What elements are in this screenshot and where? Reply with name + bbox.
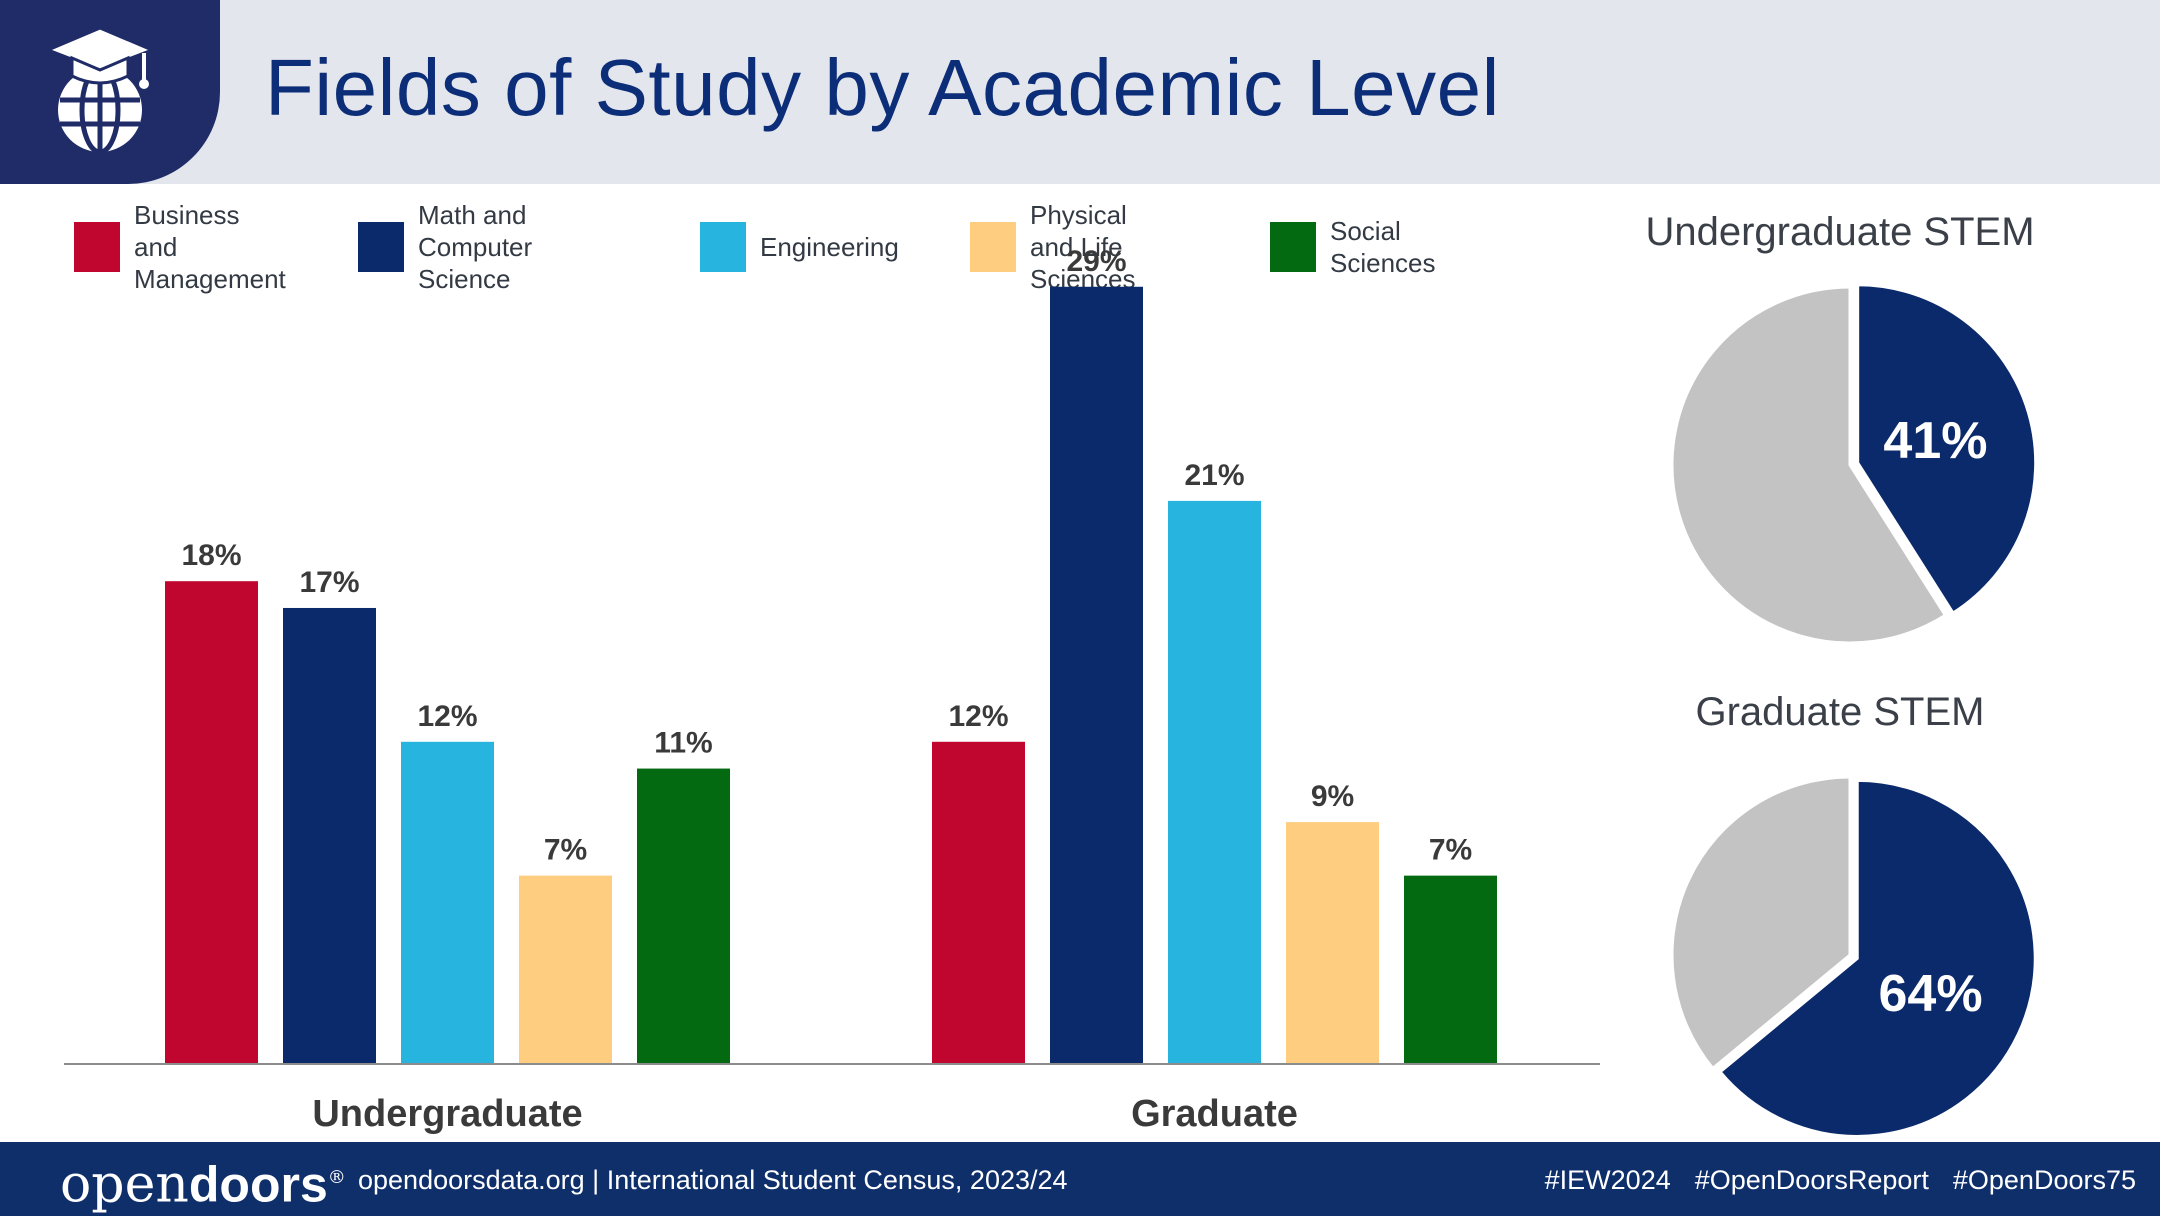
bar-graduate-business	[932, 741, 1025, 1063]
pie-title-undergraduate: Undergraduate STEM	[1645, 210, 2035, 254]
bar-chart: 18% 17% 12% 7% 11% Undergraduate 12% 29% 21% 9% 7%…	[64, 245, 1600, 1135]
bar-graduate-math-cs	[1050, 286, 1143, 1063]
legend-swatch-business	[74, 222, 120, 272]
bar-graduate-social	[1404, 875, 1497, 1063]
legend-item-math-cs: Math and Computer Science	[358, 200, 532, 294]
opendoors-logo[interactable]: opendoors®	[60, 1148, 346, 1214]
bar-value-label: 29%	[1066, 245, 1126, 278]
bar-value-label: 11%	[654, 727, 712, 760]
bar-undergraduate-business	[165, 581, 258, 1063]
category-label-undergraduate: Undergraduate	[312, 1093, 582, 1135]
bar-value-label: 17%	[299, 566, 359, 599]
page-title: Fields of Study by Academic Level	[265, 43, 1500, 132]
pie-title-graduate: Graduate STEM	[1695, 690, 1985, 734]
brand-doors: doors	[188, 1156, 328, 1213]
bar-undergraduate-physical-life	[519, 875, 612, 1063]
legend-item-business: Business and Management	[74, 200, 286, 294]
header-bar: Fields of Study by Academic Level	[0, 0, 2160, 184]
hashtag-opendoorsreport[interactable]: #OpenDoorsReport	[1694, 1165, 1929, 1195]
graduation-cap-globe-icon	[48, 26, 157, 155]
pie-slice-non-stem-undergraduate	[1670, 285, 1948, 645]
legend-swatch-math-cs	[358, 222, 404, 272]
hashtag-opendoors75[interactable]: #OpenDoors75	[1952, 1165, 2136, 1195]
bar-undergraduate-engineering	[401, 741, 494, 1063]
bar-value-label: 12%	[948, 700, 1008, 733]
bar-value-label: 7%	[544, 834, 587, 867]
legend-item-engineering: Engineering	[700, 212, 899, 282]
bar-value-label: 21%	[1184, 459, 1244, 492]
bar-graduate-physical-life	[1286, 822, 1379, 1063]
category-label-graduate: Graduate	[1131, 1093, 1298, 1135]
brand-open: open	[60, 1154, 189, 1215]
legend-swatch-engineering	[700, 222, 746, 272]
bar-value-label: 9%	[1311, 780, 1354, 813]
hashtag-list: #IEW2024 #OpenDoorsReport #OpenDoors75	[1545, 1164, 2136, 1196]
bar-undergraduate-math-cs	[283, 607, 376, 1063]
legend-swatch-social	[1270, 222, 1316, 272]
footer-bar: opendoors® opendoorsdata.org | Internati…	[0, 1142, 2160, 1216]
pie-slice-non-stem-graduate	[1670, 775, 1852, 1071]
bar-value-label: 12%	[417, 700, 477, 733]
legend-label-social: Social Sciences	[1330, 216, 1436, 278]
source-text: opendoorsdata.org | International Studen…	[358, 1165, 1068, 1195]
bar-value-label: 7%	[1429, 834, 1472, 867]
logo-block	[0, 0, 220, 184]
legend-item-social: Social Sciences	[1270, 212, 1436, 282]
legend-label-math-cs: Math and Computer Science	[418, 200, 533, 294]
pie-slice-stem-graduate	[1717, 778, 2037, 1138]
legend-swatch-physical-life	[970, 222, 1016, 272]
pie-slice-stem-undergraduate	[1856, 283, 2038, 616]
pie-percent-label-graduate: 64%	[1878, 965, 1982, 1023]
legend-label-business: Business and Management	[134, 200, 286, 294]
hashtag-iew2024[interactable]: #IEW2024	[1544, 1165, 1671, 1195]
bar-graduate-engineering	[1168, 500, 1261, 1063]
bar-value-label: 18%	[181, 539, 241, 572]
brand-registered-mark: ®	[327, 1167, 346, 1188]
legend-label-engineering: Engineering	[760, 232, 899, 262]
pie-chart-graduate: 64%	[1670, 775, 2037, 1138]
bar-undergraduate-social	[637, 768, 730, 1063]
pie-chart-undergraduate: 41%	[1670, 283, 2038, 645]
pie-percent-label-undergraduate: 41%	[1883, 412, 1987, 470]
